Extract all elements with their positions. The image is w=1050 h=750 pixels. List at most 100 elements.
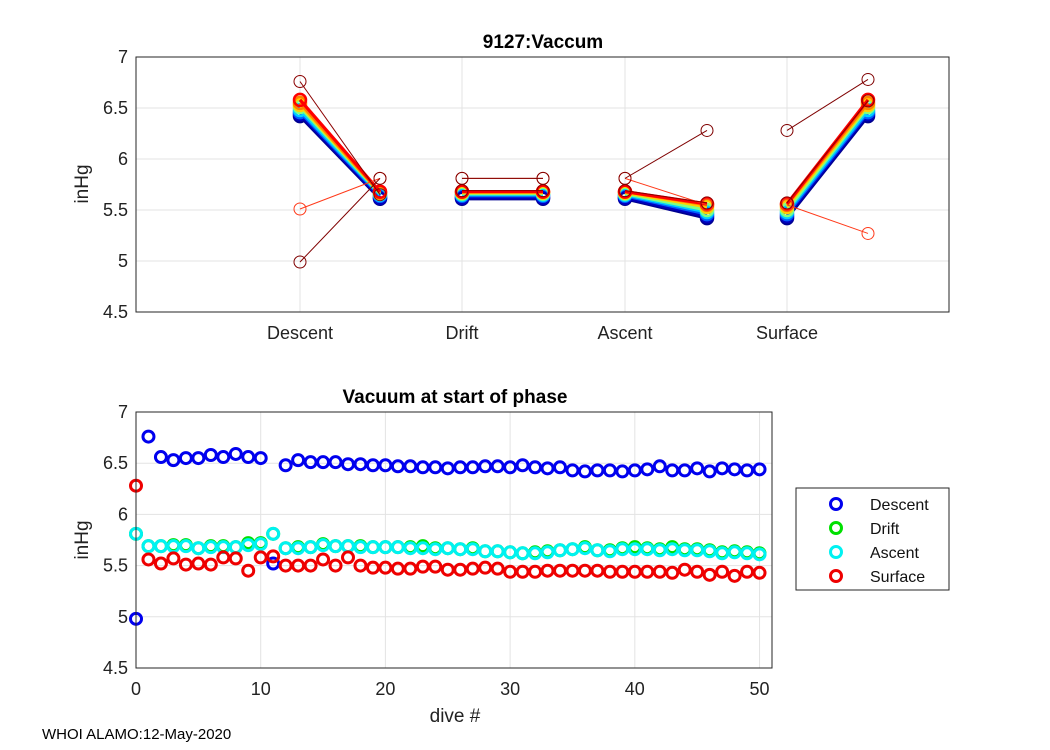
scatter-point [353,457,368,472]
scatter-point [241,563,256,578]
scatter-point [565,542,580,557]
scatter-point [727,462,742,477]
scatter-point [403,459,418,474]
scatter-point [141,429,156,444]
scatter-point [590,543,605,558]
phase-segment [786,100,869,204]
scatter-point [328,455,343,470]
scatter-point [677,463,692,478]
bottom-chart-y-axis-label: inHg [72,520,93,559]
top-chart-title: 9127:Vaccum [483,32,603,53]
top-y-tick-label: 6 [118,149,128,169]
scatter-point [740,564,755,579]
phase-end-point [861,72,875,86]
bottom-y-tick-label: 6 [118,504,128,524]
phase-end-point [861,226,875,240]
top-x-tick-label: Drift [446,323,479,343]
scatter-point [715,461,730,476]
legend-marker-drift [829,521,843,535]
scatter-point [727,568,742,583]
scatter-point [291,541,306,556]
top-x-tick-label: Descent [267,323,333,343]
scatter-point [465,542,480,557]
scatter-point [465,561,480,576]
scatter-point [440,461,455,476]
scatter-point [303,558,318,573]
scatter-point [640,542,655,557]
scatter-point [652,459,667,474]
scatter-point [465,460,480,475]
scatter-point [203,557,218,572]
top-y-tick-label: 6.5 [103,98,128,118]
bottom-x-tick-label: 50 [750,679,770,699]
phase-start-point [292,92,308,108]
phase-segment [624,130,708,179]
scatter-point [191,451,206,466]
scatter-point [228,446,243,461]
scatter-point [166,453,181,468]
scatter-point [266,556,281,571]
scatter-point [553,460,567,475]
top-y-tick-label: 5.5 [103,200,128,220]
top-y-tick-label: 5 [118,251,128,271]
phase-end-point [700,196,714,210]
scatter-point [702,567,717,582]
scatter-point [652,564,667,579]
top-series-dive-1 [293,72,875,269]
scatter-point [652,543,667,558]
scatter-point [615,464,630,479]
scatter-point [590,563,605,578]
bottom-chart-title: Vacuum at start of phase [343,387,568,408]
scatter-point [216,550,231,565]
scatter-point [577,464,592,479]
phase-end-point [700,123,714,137]
scatter-point [178,557,193,572]
scatter-point [378,560,393,575]
scatter-point [665,542,680,557]
scatter-point [415,541,430,556]
scatter-point [278,458,293,473]
phase-end-point [372,184,388,199]
bottom-x-tick-label: 40 [625,679,645,699]
scatter-point [627,463,642,478]
scatter-point [353,558,368,573]
bottom-y-tick-label: 5.5 [103,556,128,576]
phase-start-point [455,171,469,185]
footer-credit: WHOI ALAMO:12-May-2020 [42,726,232,743]
bottom-chart-series [129,429,767,626]
bottom-x-tick-label: 20 [375,679,395,699]
phase-segment [786,204,869,234]
scatter-point [178,539,193,554]
scatter-point [428,460,443,475]
bottom-series-ascent [129,526,767,562]
scatter-point [153,450,168,465]
top-y-tick-label: 7 [118,47,128,67]
scatter-point [253,537,268,552]
scatter-point [503,545,518,560]
scatter-point [752,462,767,477]
scatter-point [253,451,268,466]
scatter-point [253,550,268,565]
top-y-tick-label: 4.5 [103,302,128,322]
scatter-point [640,462,655,477]
legend-label-ascent: Ascent [870,545,919,562]
bottom-y-tick-label: 7 [118,402,128,422]
phase-start-point [780,123,794,137]
phase-end-point [861,94,875,108]
scatter-point [602,463,617,478]
scatter-point [602,544,617,559]
phase-start-point [293,255,307,269]
scatter-point [677,562,692,577]
phase-end-point [373,171,387,185]
scatter-point [740,546,755,561]
scatter-point [740,463,755,478]
scatter-point [528,546,543,561]
top-chart: 4.5 5 5.5 6 6.5 7 Descent Drift Ascent Surface 91… [72,32,950,343]
scatter-point [316,538,331,553]
legend-marker-descent [829,497,843,511]
bottom-series-descent [129,429,767,626]
scatter-point [166,551,181,566]
scatter-point [291,453,306,468]
bottom-chart-ticks: 4.5 5 5.5 6 6.5 7 0 10 20 30 40 50 [103,402,770,699]
phase-segment [299,178,381,263]
